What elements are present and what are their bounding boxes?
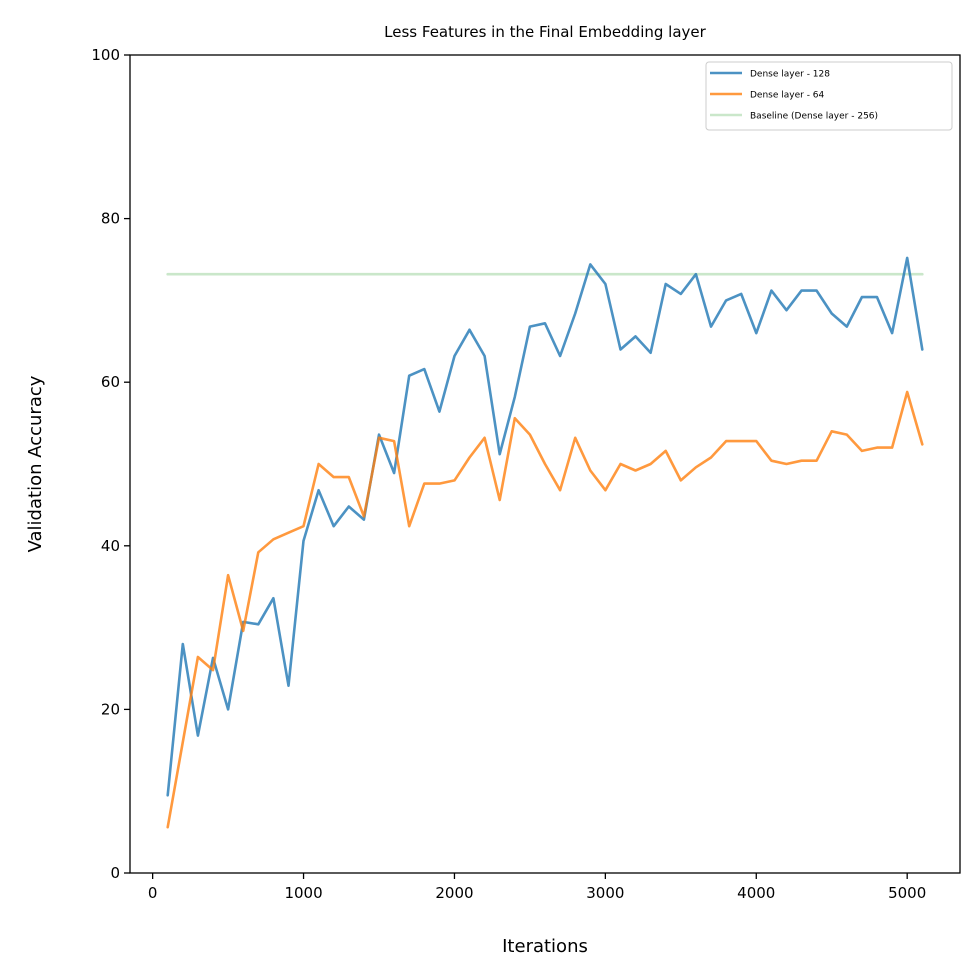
legend-entry-label: Baseline (Dense layer - 256) <box>750 112 878 122</box>
x-tick-label: 4000 <box>737 884 775 902</box>
series-layer <box>166 256 924 829</box>
legend-entry-label: Dense layer - 128 <box>750 70 830 80</box>
y-tick-label: 100 <box>91 46 120 64</box>
series-line-1 <box>166 390 924 829</box>
y-tick-label: 80 <box>101 210 120 228</box>
y-tick-label: 0 <box>110 864 120 882</box>
x-tick-label: 2000 <box>435 884 473 902</box>
chart-title: Less Features in the Final Embedding lay… <box>384 23 706 41</box>
series-line-0 <box>166 256 924 797</box>
legend-entry-label: Dense layer - 64 <box>750 91 825 101</box>
y-tick-label: 60 <box>101 373 120 391</box>
x-tick-label: 1000 <box>284 884 322 902</box>
plot-frame <box>129 54 961 874</box>
x-axis-label: Iterations <box>502 936 588 957</box>
plot-area <box>129 54 961 874</box>
y-axis-label: Validation Accuracy <box>25 375 46 552</box>
x-axis: 0 1000 2000 3000 4000 5000 <box>148 873 926 902</box>
y-tick-label: 20 <box>101 700 120 718</box>
legend: Dense layer - 128 Dense layer - 64 Baselin… <box>705 61 953 131</box>
x-tick-label: 3000 <box>586 884 624 902</box>
x-tick-label: 5000 <box>888 884 926 902</box>
legend-box <box>705 61 953 131</box>
y-axis: 0 20 40 60 80 100 <box>91 46 130 882</box>
x-tick-label: 0 <box>148 884 158 902</box>
y-tick-label: 40 <box>101 537 120 555</box>
